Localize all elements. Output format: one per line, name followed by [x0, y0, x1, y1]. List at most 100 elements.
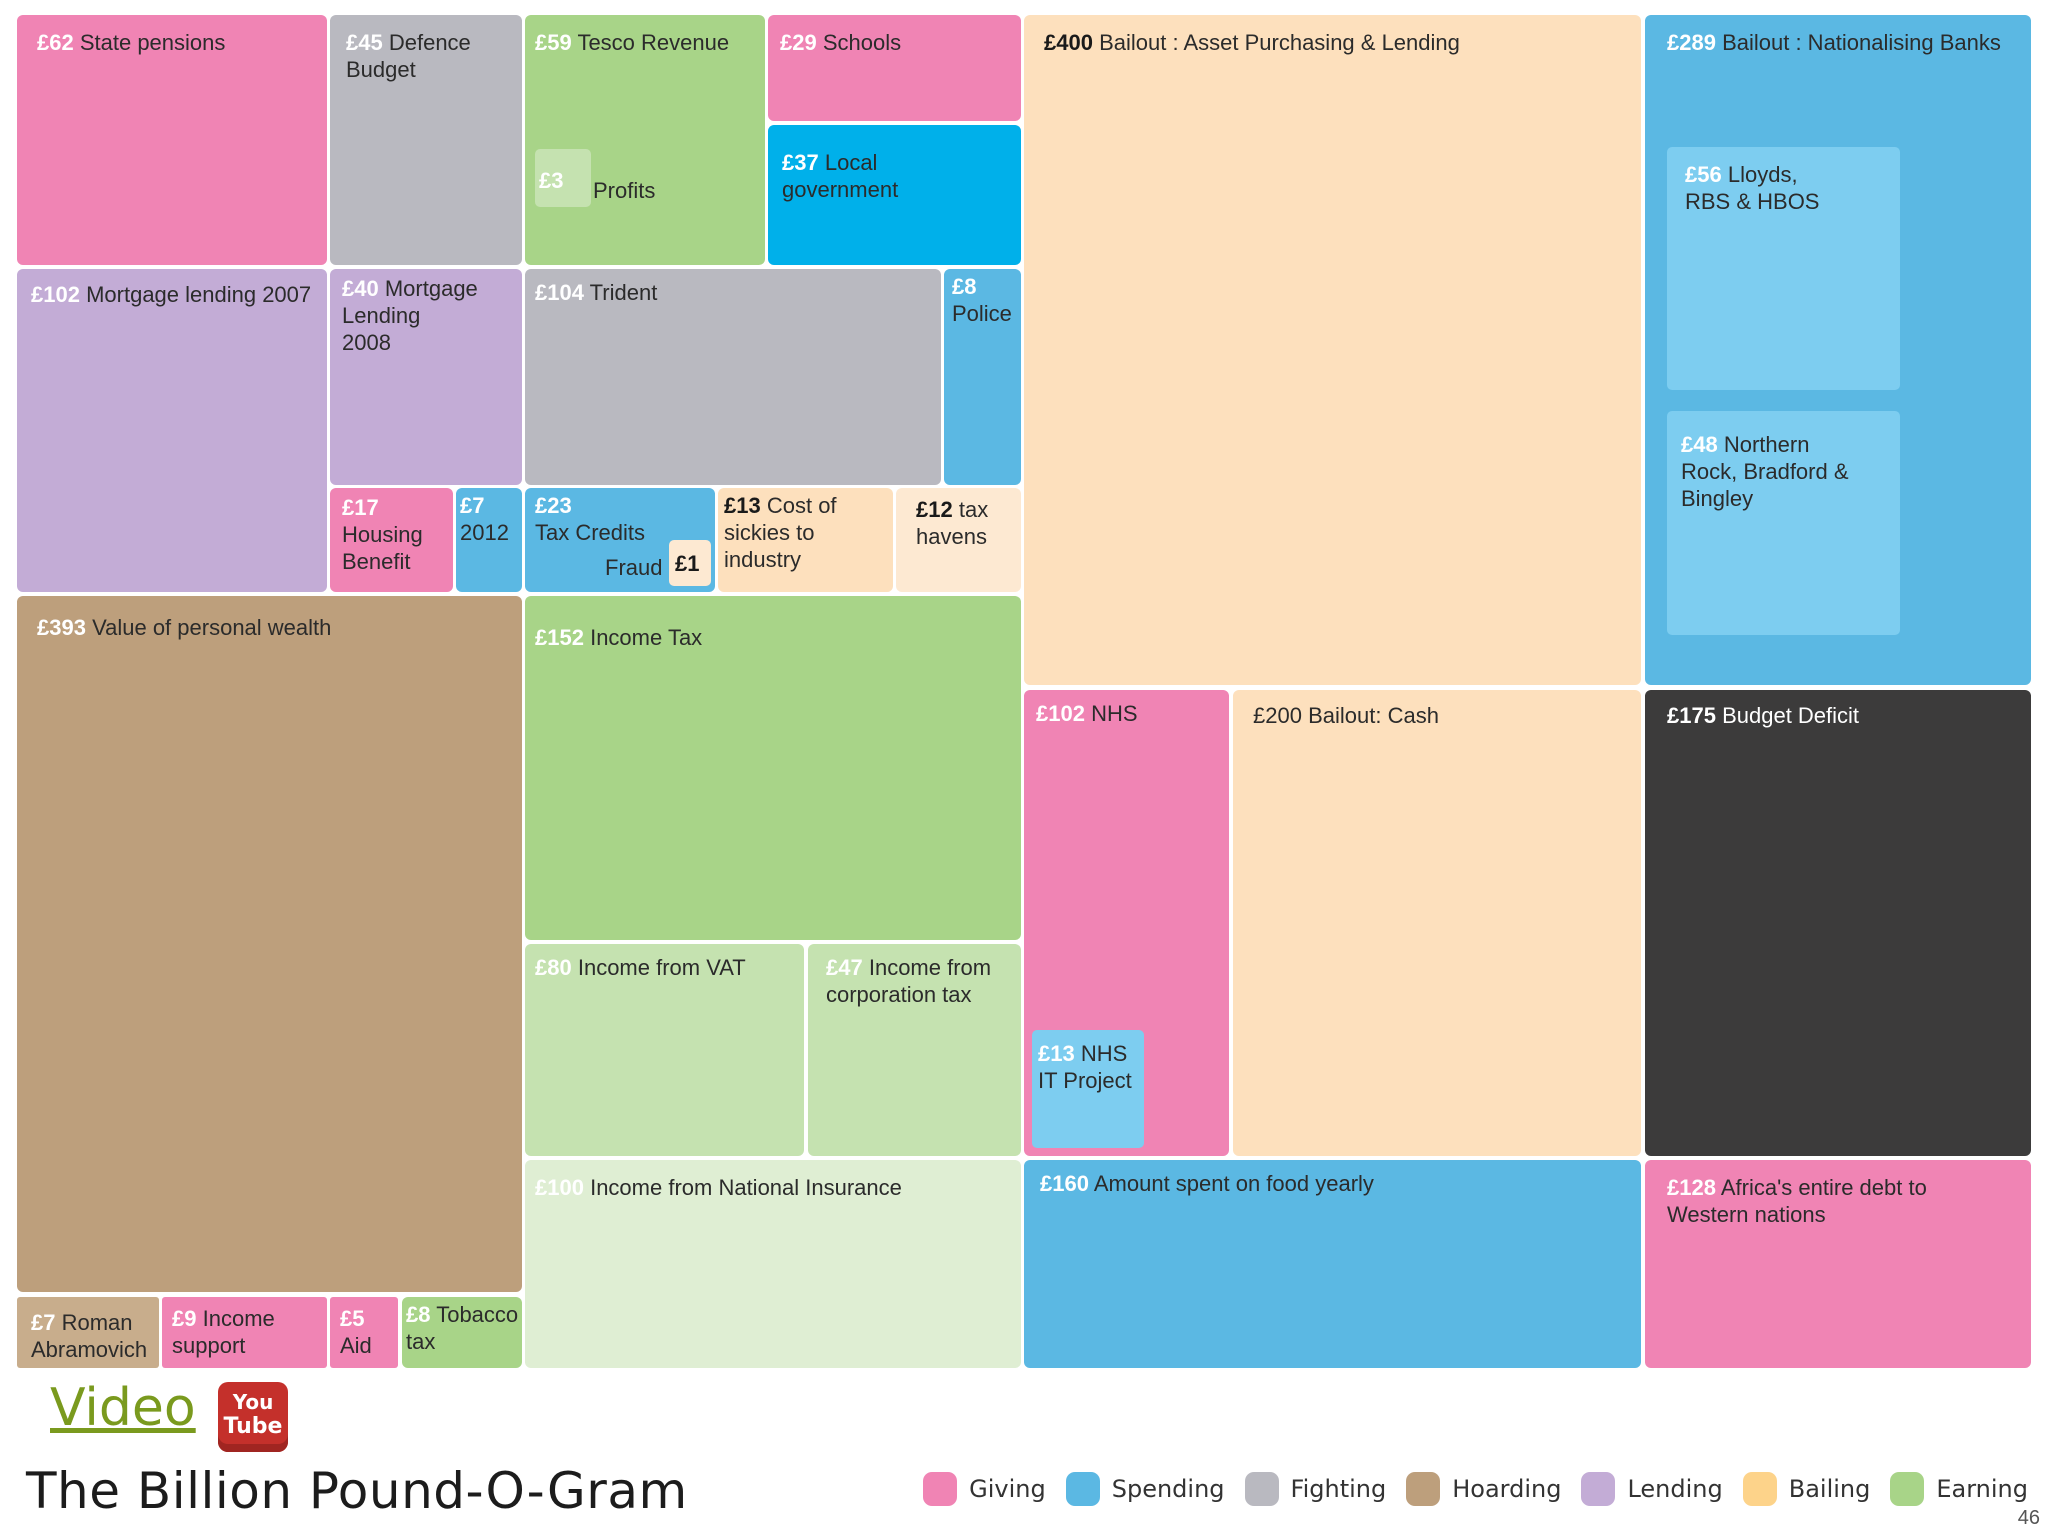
footer: Video You Tube The Billion Pound-O-Gram …	[0, 1370, 2048, 1536]
amount: £9	[172, 1306, 197, 1331]
amount: £7	[31, 1310, 56, 1335]
legend-item-hoarding: Hoarding	[1406, 1472, 1561, 1506]
tile-income-from-vat: £80 Income from VAT	[525, 944, 804, 1156]
page-number: 46	[2017, 1507, 2040, 1529]
amount: £102	[31, 282, 80, 307]
label: Trident	[589, 280, 658, 305]
legend-swatch	[1244, 1472, 1279, 1506]
label: Bailout: Cash	[1308, 703, 1439, 728]
label: Income from VAT	[577, 955, 746, 980]
amount: £8	[406, 1302, 431, 1327]
legend-label: Spending	[1111, 1475, 1225, 1503]
amount: £8	[952, 274, 977, 299]
amount: £104	[535, 280, 584, 305]
legend-swatch	[1065, 1472, 1100, 1506]
label: Mortgage Lending 2008	[342, 276, 478, 355]
tile-bailout-nationalising-banks: £289 Bailout : Nationalising Banks £56 L…	[1645, 15, 2031, 685]
tile-defence-budget: £45 Defence Budget	[330, 15, 522, 265]
tile-bailout-asset-purchasing: £400 Bailout : Asset Purchasing & Lendin…	[1024, 15, 1641, 685]
label: Bailout : Asset Purchasing & Lending	[1099, 30, 1460, 55]
tile-tax-havens: £12 tax havens	[896, 488, 1021, 592]
tile-tesco-profits: £3	[535, 149, 591, 207]
amount: £200	[1253, 703, 1302, 728]
label: 2012	[460, 520, 509, 545]
tile-bailout-cash: £200 Bailout: Cash	[1233, 690, 1641, 1156]
label: Aid	[340, 1333, 372, 1358]
tile-nhs-it-project: £13 NHS IT Project	[1032, 1030, 1144, 1148]
label: NHS	[1091, 701, 1138, 726]
tile-tax-credits: £23 Tax Credits Fraud £1	[525, 488, 715, 592]
amount: £48	[1681, 432, 1718, 457]
legend-item-fighting: Fighting	[1244, 1472, 1387, 1506]
tile-housing-benefit: £17 Housing Benefit	[330, 488, 453, 592]
amount: £12	[916, 497, 953, 522]
label: Tobacco tax	[406, 1302, 519, 1354]
tile-tobacco-tax: £8 Tobacco tax	[402, 1297, 522, 1368]
label: NHS IT Project	[1038, 1041, 1132, 1093]
amount: £45	[346, 30, 383, 55]
label: Cost of sickies to industry	[724, 493, 837, 572]
label: Budget Deficit	[1722, 703, 1860, 728]
label: Mortgage lending 2007	[86, 282, 312, 307]
label: Housing Benefit	[342, 522, 423, 574]
amount: £29	[780, 30, 817, 55]
label: Lloyds, RBS & HBOS	[1685, 162, 1820, 214]
amount: £17	[342, 495, 379, 520]
tile-income-support: £9 Income support	[162, 1297, 327, 1368]
tile-police: £8 Police	[944, 269, 1021, 485]
amount: £175	[1667, 703, 1716, 728]
tile-income-from-corporation-tax: £47 Income from corporation tax	[808, 944, 1021, 1156]
label: Local government	[782, 150, 899, 202]
profits-label: Profits	[593, 178, 656, 203]
legend-item-bailing: Bailing	[1742, 1472, 1871, 1506]
tile-schools: £29 Schools	[768, 15, 1021, 121]
tile-value-of-personal-wealth: £393 Value of personal wealth	[17, 596, 522, 1292]
fraud-label: Fraud	[605, 555, 663, 580]
legend-swatch	[923, 1472, 958, 1506]
amount: £37	[782, 150, 819, 175]
video-link[interactable]: Video	[50, 1378, 196, 1438]
amount: £100	[535, 1175, 584, 1200]
tile-tesco-revenue: £59 Tesco Revenue £3 Profits	[525, 15, 765, 265]
tile-lloyds-rbs-hbos: £56 Lloyds, RBS & HBOS	[1667, 147, 1900, 390]
tile-local-government: £37 Local government	[768, 125, 1021, 265]
amount: £400	[1044, 30, 1093, 55]
tile-northern-rock: £48 Northern Rock, Bradford & Bingley	[1667, 411, 1900, 635]
tile-nhs: £102 NHS £13 NHS IT Project	[1024, 690, 1229, 1156]
amount: £7	[460, 493, 485, 518]
label: Income support	[172, 1306, 275, 1358]
amount: £102	[1036, 701, 1085, 726]
tile-budget-deficit: £175 Budget Deficit	[1645, 690, 2031, 1156]
label: Tax Credits	[535, 520, 646, 545]
amount: £40	[342, 276, 379, 301]
page-title: The Billion Pound-O-Gram	[26, 1462, 688, 1520]
youtube-icon[interactable]: You Tube	[218, 1382, 288, 1452]
amount: £62	[37, 30, 74, 55]
legend-label: Lending	[1627, 1475, 1723, 1503]
amount: £3	[539, 168, 564, 193]
label: Value of personal wealth	[92, 615, 332, 640]
amount: £1	[675, 551, 700, 576]
legend-label: Fighting	[1290, 1475, 1387, 1503]
label: Schools	[822, 30, 902, 55]
legend: Giving Spending Fighting Hoarding Lending Bai…	[903, 1472, 2028, 1506]
tile-mortgage-2012: £7 2012	[456, 488, 522, 592]
amount: £160	[1040, 1171, 1089, 1196]
tile-fraud: £1	[669, 540, 711, 586]
legend-swatch	[1406, 1472, 1441, 1506]
legend-label: Bailing	[1788, 1475, 1871, 1503]
amount: £13	[1038, 1041, 1075, 1066]
tile-mortgage-lending-2008: £40 Mortgage Lending 2008	[330, 269, 522, 485]
amount: £56	[1685, 162, 1722, 187]
legend-item-spending: Spending	[1065, 1472, 1225, 1506]
amount: £23	[535, 493, 572, 518]
label: Africa's entire debt to Western nations	[1667, 1175, 1927, 1227]
legend-label: Giving	[969, 1475, 1046, 1503]
label: Income from corporation tax	[826, 955, 992, 1007]
legend-label: Earning	[1936, 1475, 2028, 1503]
tile-cost-of-sickies: £13 Cost of sickies to industry	[718, 488, 893, 592]
label: Roman Abramovich	[31, 1310, 148, 1362]
label: Income Tax	[590, 625, 703, 650]
label: Bailout : Nationalising Banks	[1722, 30, 2001, 55]
